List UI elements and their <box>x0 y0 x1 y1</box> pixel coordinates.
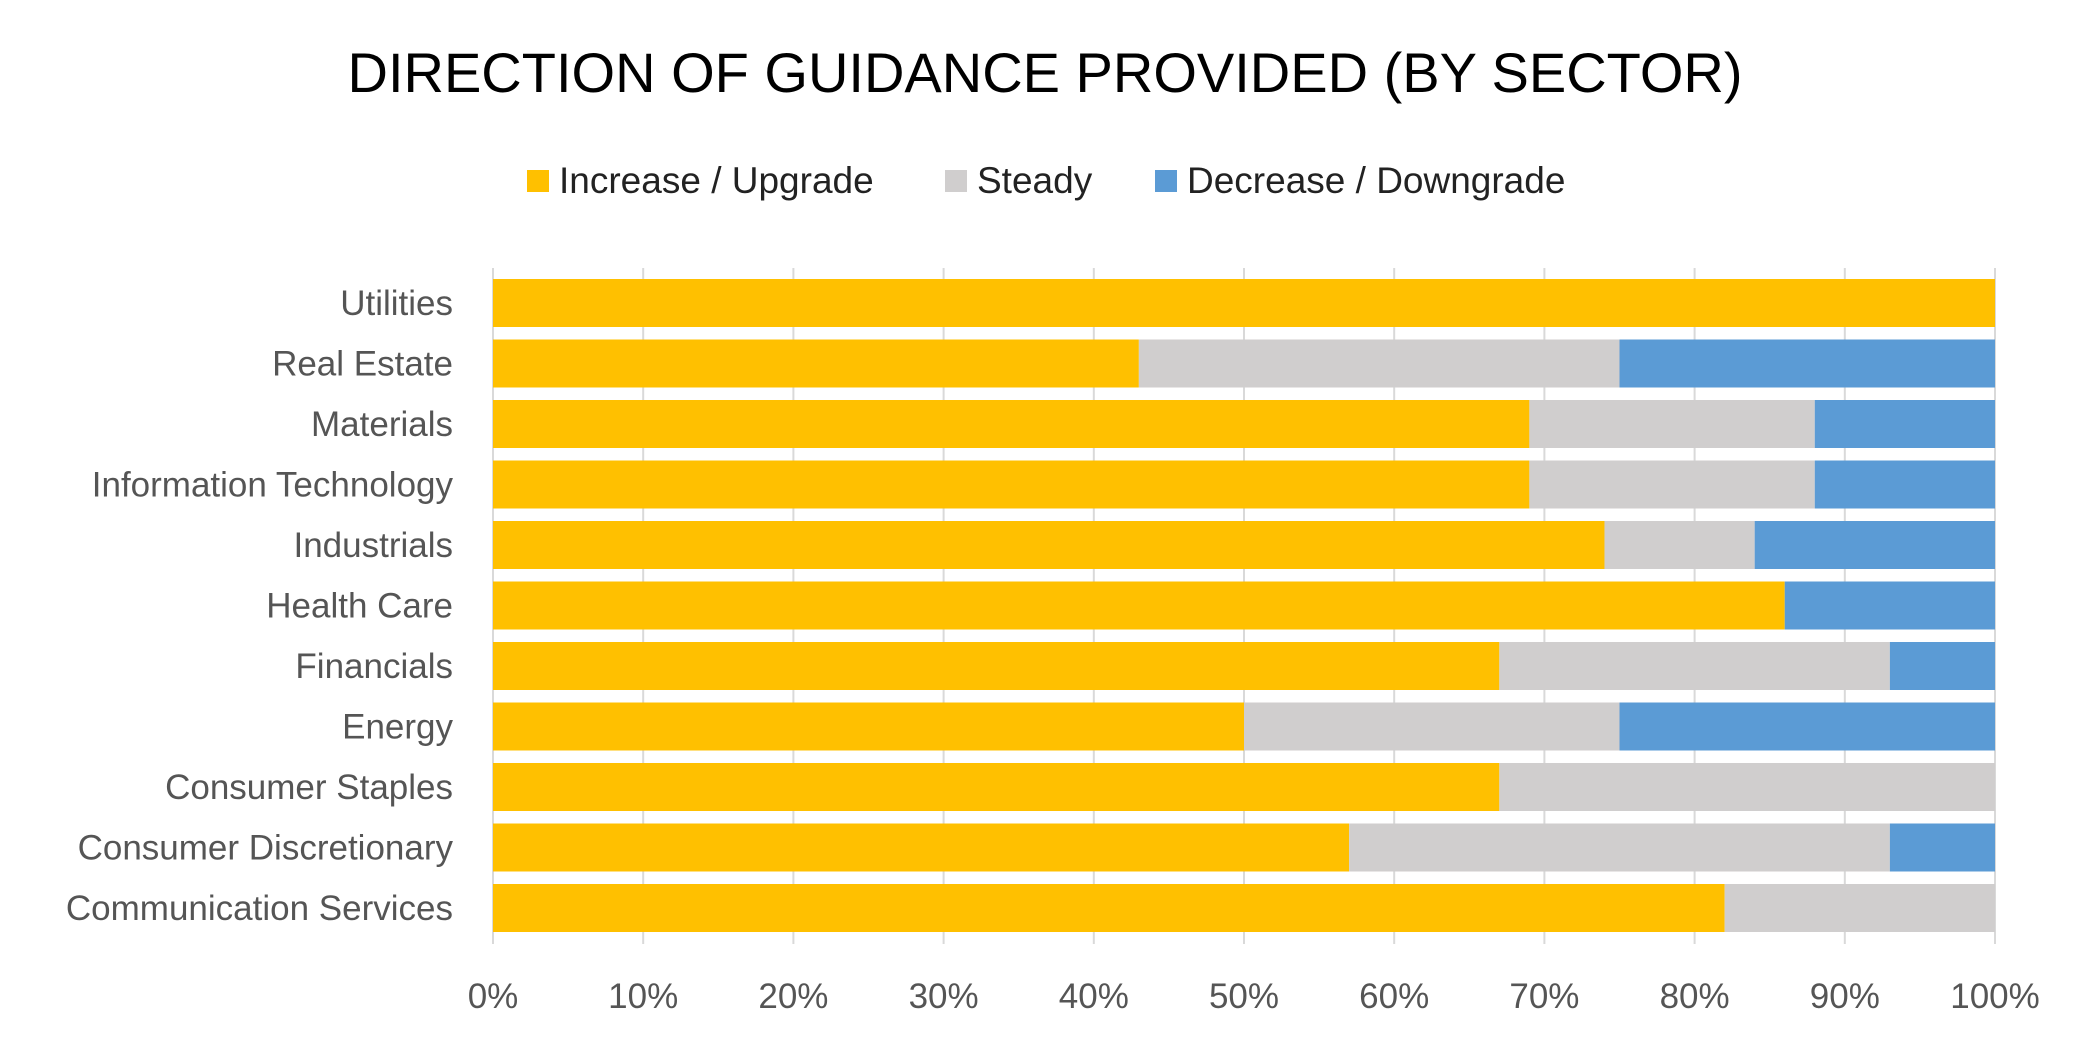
x-tick-label: 60% <box>1359 977 1429 1016</box>
category-label-utilities: Utilities <box>340 284 453 323</box>
bar-segment-increase-upgrade-real-estate <box>493 339 1139 388</box>
bar-segment-increase-upgrade-materials <box>493 400 1530 448</box>
bar-segment-steady-energy <box>1244 702 1620 751</box>
x-tick-label: 20% <box>758 977 828 1016</box>
legend-label-increase-upgrade: Increase / Upgrade <box>559 160 874 201</box>
category-label-materials: Materials <box>311 405 453 444</box>
legend-label-steady: Steady <box>977 160 1093 201</box>
x-tick-label: 30% <box>909 977 979 1016</box>
x-tick-label: 80% <box>1660 977 1730 1016</box>
category-label-consumer-staples: Consumer Staples <box>165 768 453 807</box>
x-tick-label: 40% <box>1059 977 1129 1016</box>
bar-segment-steady-communication-services <box>1724 884 1995 932</box>
bar-segment-decrease-downgrade-energy <box>1619 702 1995 751</box>
category-label-financials: Financials <box>295 647 453 686</box>
bar-segment-increase-upgrade-consumer-staples <box>493 763 1500 811</box>
bar-segment-decrease-downgrade-financials <box>1889 642 1995 690</box>
bar-segment-decrease-downgrade-industrials <box>1754 521 1995 569</box>
x-tick-label: 50% <box>1209 977 1279 1016</box>
category-labels: Utilities Real Estate Materials Information… <box>66 284 454 928</box>
legend-swatch-decrease-downgrade <box>1155 170 1177 192</box>
x-tick-label: 90% <box>1810 977 1880 1016</box>
bar-segment-increase-upgrade-energy <box>493 702 1244 751</box>
bar-segment-steady-real-estate <box>1138 339 1620 388</box>
bar-segment-increase-upgrade-financials <box>493 642 1500 690</box>
category-label-health-care: Health Care <box>266 587 453 626</box>
bar-segment-increase-upgrade-information-technology <box>493 460 1530 509</box>
bar-segment-decrease-downgrade-health-care <box>1784 581 1995 630</box>
bar-segment-steady-consumer-discretionary <box>1349 823 1890 872</box>
x-tick-label: 100% <box>1950 977 2040 1016</box>
x-tick-label: 10% <box>608 977 678 1016</box>
bar-segment-decrease-downgrade-materials <box>1814 400 1995 448</box>
bar-segment-increase-upgrade-utilities <box>493 279 1995 327</box>
x-tick-label: 0% <box>468 977 519 1016</box>
category-label-information-technology: Information Technology <box>92 466 454 505</box>
bar-segment-increase-upgrade-communication-services <box>493 884 1725 932</box>
x-tick-label: 70% <box>1509 977 1579 1016</box>
bar-segment-decrease-downgrade-consumer-discretionary <box>1889 823 1995 872</box>
x-axis-tick-labels: 0% 10% 20% 30% 40% 50% 60% 70% 80% 90% 100% <box>468 977 2040 1016</box>
bar-segment-steady-information-technology <box>1529 460 1815 509</box>
legend-swatch-steady <box>945 170 967 192</box>
category-label-real-estate: Real Estate <box>272 345 453 384</box>
category-label-energy: Energy <box>342 708 453 747</box>
category-label-industrials: Industrials <box>293 526 453 565</box>
bar-segment-steady-financials <box>1499 642 1890 690</box>
bar-segment-increase-upgrade-consumer-discretionary <box>493 823 1350 872</box>
bar-segment-steady-materials <box>1529 400 1815 448</box>
bars <box>493 279 1995 932</box>
legend-label-decrease-downgrade: Decrease / Downgrade <box>1187 160 1565 201</box>
bar-segment-steady-consumer-staples <box>1499 763 1995 811</box>
bar-segment-increase-upgrade-health-care <box>493 581 1785 630</box>
category-label-consumer-discretionary: Consumer Discretionary <box>78 829 454 868</box>
chart-title: DIRECTION OF GUIDANCE PROVIDED (BY SECTO… <box>348 41 1743 104</box>
bar-segment-decrease-downgrade-information-technology <box>1814 460 1995 509</box>
bar-segment-decrease-downgrade-real-estate <box>1619 339 1995 388</box>
legend: Increase / Upgrade Steady Decrease / Downg… <box>527 160 1565 201</box>
bar-segment-increase-upgrade-industrials <box>493 521 1605 569</box>
bar-segment-steady-industrials <box>1604 521 1755 569</box>
category-label-communication-services: Communication Services <box>66 889 453 928</box>
legend-swatch-increase-upgrade <box>527 170 549 192</box>
